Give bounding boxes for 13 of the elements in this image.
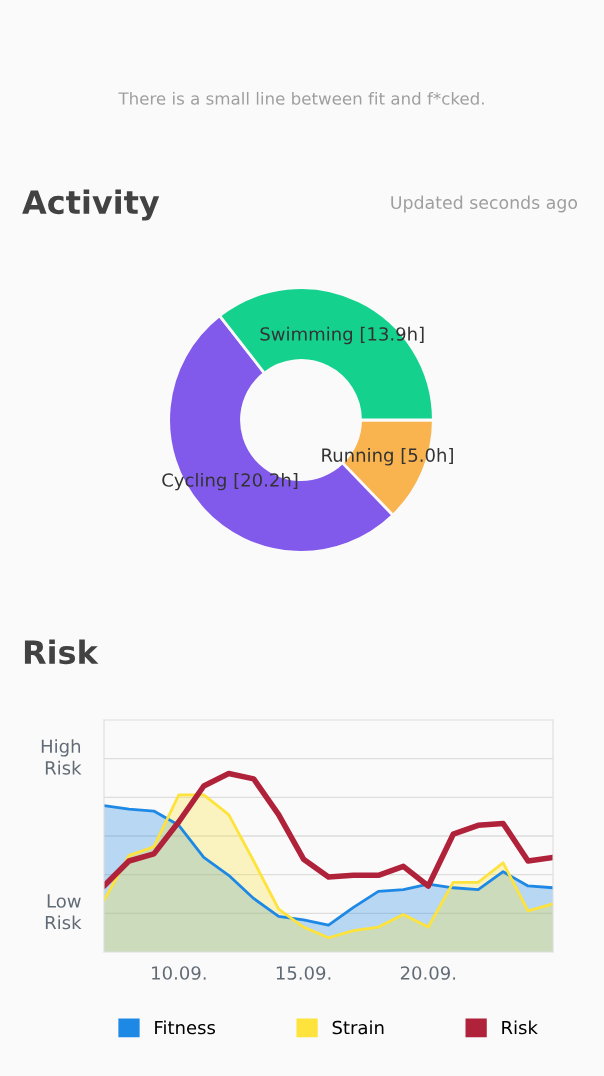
legend-label: Risk xyxy=(502,1020,538,1035)
text: There is a small line between fit and f*cked. xyxy=(118,91,484,105)
legend-label: Fitness xyxy=(155,1020,216,1035)
text: Updated seconds ago xyxy=(391,195,578,213)
text: Risk xyxy=(24,639,99,665)
legend-label: Strain xyxy=(332,1020,384,1035)
chart-title: Risk xyxy=(45,760,82,775)
chart-title: Activity xyxy=(22,189,160,221)
x-tick-label: 15.09. xyxy=(276,966,331,980)
x-tick-label: 10.09. xyxy=(152,966,206,980)
text: Low Risk xyxy=(45,894,82,930)
text: High xyxy=(41,739,81,757)
x-tick-label: 20.09. xyxy=(400,966,456,980)
